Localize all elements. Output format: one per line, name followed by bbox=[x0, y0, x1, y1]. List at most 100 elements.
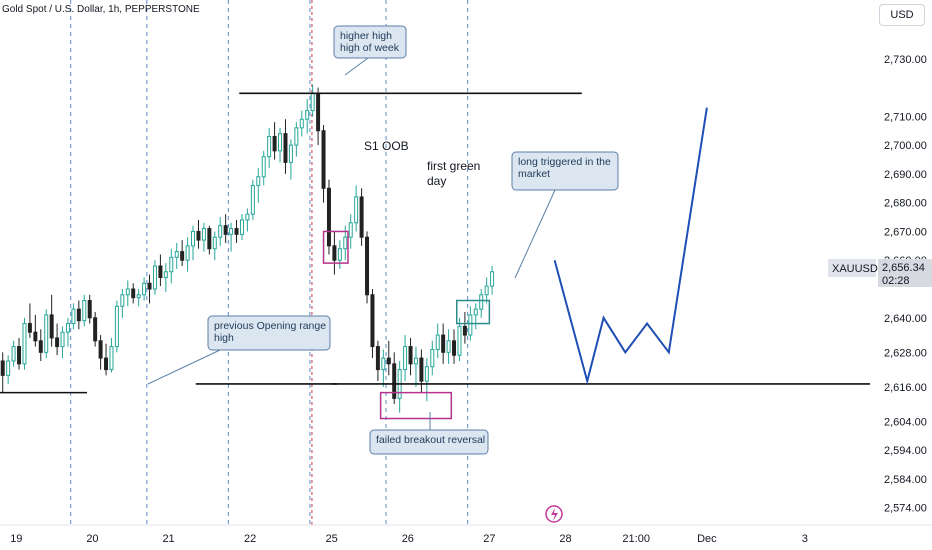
projection-path bbox=[553, 107, 708, 386]
candle-body bbox=[386, 357, 391, 365]
candle-body bbox=[294, 127, 299, 146]
candle-body bbox=[87, 300, 92, 319]
candle-body bbox=[381, 357, 386, 371]
candle-body bbox=[180, 251, 185, 261]
x-tick-label: 21 bbox=[162, 533, 174, 545]
candle-body bbox=[256, 176, 261, 186]
candle-body bbox=[473, 308, 478, 316]
y-tick-label: 2,680.00 bbox=[884, 198, 927, 210]
candle-body bbox=[212, 236, 217, 250]
candle-body bbox=[60, 331, 65, 348]
candle-body bbox=[337, 248, 342, 261]
candle-body bbox=[55, 337, 60, 348]
candle-body bbox=[348, 222, 353, 238]
long-triggered-box bbox=[511, 151, 619, 191]
x-tick-label: 22 bbox=[244, 533, 256, 545]
candle-body bbox=[0, 360, 5, 376]
x-tick-label: 3 bbox=[802, 533, 808, 545]
candle-body bbox=[201, 228, 206, 241]
candle-body bbox=[114, 305, 119, 348]
candle-body bbox=[71, 308, 76, 325]
candle-body bbox=[152, 265, 157, 290]
candle-body bbox=[490, 271, 495, 287]
candle-body bbox=[484, 285, 489, 296]
candle-body bbox=[343, 236, 348, 250]
y-tick-label: 2,670.00 bbox=[884, 226, 927, 238]
candle-body bbox=[218, 225, 223, 238]
candle-body bbox=[267, 135, 272, 158]
candle-body bbox=[6, 360, 11, 376]
candle-body bbox=[33, 331, 38, 342]
y-tick-label: 2,640.00 bbox=[884, 313, 927, 325]
y-tick-label: 2,710.00 bbox=[884, 111, 927, 123]
candle-body bbox=[158, 265, 163, 279]
higher-high-box bbox=[333, 25, 407, 59]
opening-range-pointer bbox=[147, 349, 221, 385]
candle-body bbox=[185, 245, 190, 261]
candle-body bbox=[38, 340, 43, 353]
candle-body bbox=[446, 340, 451, 353]
currency-button[interactable]: USD bbox=[879, 4, 925, 26]
candle-body bbox=[310, 92, 315, 112]
candle-body bbox=[109, 346, 114, 371]
candle-body bbox=[468, 314, 473, 336]
first-green-day-label: first green day bbox=[427, 159, 480, 188]
candle-body bbox=[316, 92, 321, 132]
y-tick-label: 2,628.00 bbox=[884, 347, 927, 359]
price-badge-text: 2,656.34 bbox=[882, 262, 925, 274]
candle-body bbox=[359, 196, 364, 238]
entry-box bbox=[456, 299, 491, 325]
candle-body bbox=[98, 340, 103, 359]
lightning-glyph bbox=[551, 508, 558, 521]
x-tick-label: 21:00 bbox=[622, 533, 650, 545]
candle-body bbox=[120, 294, 125, 307]
candle-body bbox=[392, 363, 397, 399]
candle-body bbox=[239, 219, 244, 235]
countdown-text: 02:28 bbox=[882, 275, 910, 287]
candle-body bbox=[131, 288, 136, 299]
candle-body bbox=[223, 225, 228, 235]
candle-body bbox=[11, 346, 16, 362]
long-triggered-text: long triggered in the market bbox=[518, 156, 611, 180]
sweep-box bbox=[322, 230, 349, 264]
y-tick-label: 2,574.00 bbox=[884, 503, 927, 515]
long-triggered-pointer bbox=[514, 189, 556, 279]
candle-body bbox=[196, 230, 201, 241]
candle-body bbox=[22, 323, 27, 365]
y-tick-label: 2,604.00 bbox=[884, 416, 927, 428]
candle-body bbox=[321, 130, 326, 189]
y-tick-label: 2,700.00 bbox=[884, 140, 927, 152]
candle-body bbox=[163, 271, 168, 278]
candle-body bbox=[49, 314, 54, 339]
higher-high-text: higher high high of week bbox=[340, 30, 400, 54]
candle-body bbox=[354, 196, 359, 224]
candle-body bbox=[234, 228, 239, 235]
opening-range-text: previous Opening range high bbox=[214, 320, 326, 344]
candle-body bbox=[136, 294, 141, 299]
candle-body bbox=[76, 308, 81, 322]
x-tick-label: 26 bbox=[402, 533, 414, 545]
candle-body bbox=[441, 334, 446, 353]
symbol-badge-text: XAUUSD bbox=[832, 263, 878, 275]
price-badge bbox=[878, 259, 932, 287]
candle-body bbox=[278, 133, 283, 152]
candle-body bbox=[462, 325, 467, 336]
candle-body bbox=[65, 323, 70, 333]
chart-title: Gold Spot / U.S. Dollar, 1h, PEPPERSTONE bbox=[2, 4, 200, 15]
candle-body bbox=[250, 184, 255, 215]
candle-body bbox=[245, 213, 250, 221]
candle-body bbox=[299, 118, 304, 129]
x-tick-label: 25 bbox=[326, 533, 338, 545]
candle-body bbox=[174, 251, 179, 258]
candle-body bbox=[326, 187, 331, 247]
candle-body bbox=[419, 357, 424, 382]
candle-body bbox=[424, 366, 429, 382]
candle-body bbox=[82, 300, 87, 322]
y-tick-label: 2,584.00 bbox=[884, 474, 927, 486]
candle-body bbox=[125, 288, 130, 296]
candle-body bbox=[452, 340, 457, 356]
failed-breakout-box bbox=[379, 391, 453, 420]
s1-oob-label: S1 OOB bbox=[364, 139, 409, 153]
